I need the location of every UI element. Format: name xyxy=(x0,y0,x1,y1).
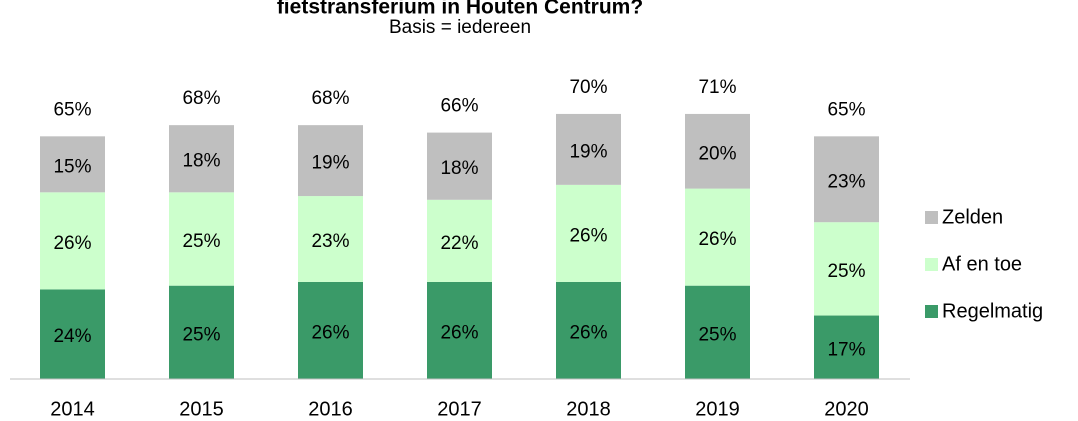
x-tick-label: 2016 xyxy=(308,398,353,420)
bar-segment xyxy=(814,315,879,379)
x-tick-label: 2017 xyxy=(437,398,482,420)
bar-segment xyxy=(427,199,492,282)
legend-label: Zelden xyxy=(942,206,1003,228)
bar-segment xyxy=(169,192,234,286)
bar-segment xyxy=(298,196,363,282)
data-label: 25% xyxy=(182,324,220,345)
x-tick-label: 2015 xyxy=(179,398,224,420)
x-tick-label: 2014 xyxy=(50,398,95,420)
data-label: 23% xyxy=(311,231,349,252)
total-label: 65% xyxy=(53,99,91,120)
data-label: 19% xyxy=(311,153,349,174)
data-label: 26% xyxy=(53,233,91,254)
data-label: 24% xyxy=(53,326,91,347)
chart-title: fietstransferium in Houten Centrum? xyxy=(277,0,643,19)
legend-swatch xyxy=(925,211,938,224)
legend-swatch xyxy=(925,305,938,318)
total-label: 68% xyxy=(182,88,220,109)
bar-segment xyxy=(814,222,879,316)
bar-segment xyxy=(40,192,105,290)
data-label: 25% xyxy=(827,261,865,282)
bar-segment xyxy=(169,125,234,193)
x-tick-label: 2020 xyxy=(824,398,869,420)
data-label: 26% xyxy=(698,229,736,250)
bar-segment xyxy=(427,132,492,200)
chart-subtitle: Basis = iedereen xyxy=(389,17,531,38)
data-label: 23% xyxy=(827,171,865,192)
data-label: 22% xyxy=(440,233,478,254)
bar-segment xyxy=(556,184,621,282)
data-label: 25% xyxy=(182,231,220,252)
total-label: 68% xyxy=(311,88,349,109)
bar-segment xyxy=(685,188,750,286)
data-label: 20% xyxy=(698,143,736,164)
bar-segment xyxy=(298,281,363,379)
bar-segment xyxy=(427,281,492,379)
bar-segment xyxy=(685,113,750,189)
data-label: 25% xyxy=(698,324,736,345)
total-label: 66% xyxy=(440,96,478,117)
data-label: 26% xyxy=(311,322,349,343)
data-label: 26% xyxy=(569,225,607,246)
legend-label: Regelmatig xyxy=(942,300,1043,322)
bar-segment xyxy=(814,136,879,223)
data-label: 18% xyxy=(182,151,220,172)
x-tick-label: 2019 xyxy=(695,398,740,420)
data-label: 26% xyxy=(569,322,607,343)
bar-segment xyxy=(169,285,234,379)
data-label: 18% xyxy=(440,158,478,179)
bar-segment xyxy=(556,113,621,185)
legend-label: Af en toe xyxy=(942,253,1022,275)
data-label: 15% xyxy=(53,156,91,177)
total-label: 70% xyxy=(569,77,607,98)
data-label: 26% xyxy=(440,322,478,343)
bar-segment xyxy=(40,136,105,193)
data-label: 19% xyxy=(569,141,607,162)
x-tick-label: 2018 xyxy=(566,398,611,420)
bar-segment xyxy=(40,289,105,379)
bar-segment xyxy=(298,125,363,197)
bar-segment xyxy=(556,281,621,379)
legend-swatch xyxy=(925,258,938,271)
total-label: 71% xyxy=(698,77,736,98)
bar-segment xyxy=(685,285,750,379)
data-label: 17% xyxy=(827,339,865,360)
total-label: 65% xyxy=(827,99,865,120)
